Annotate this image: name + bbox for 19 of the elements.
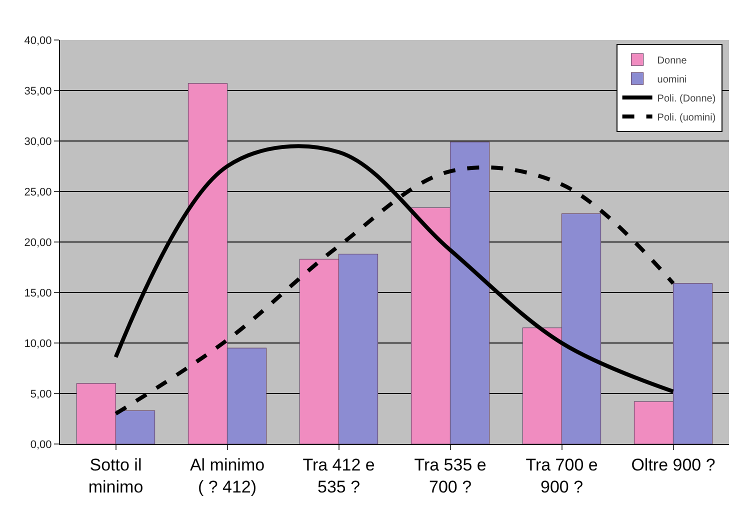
y-tick-label: 30,00: [24, 136, 52, 148]
legend-label: Poli. (uomini): [657, 112, 716, 124]
x-tick-label: Al minimo ( ? 412): [190, 455, 265, 496]
y-tick-label: 35,00: [24, 85, 52, 98]
legend-label: Poli. (Donne): [657, 93, 716, 104]
y-tick-label: 40,00: [24, 34, 52, 47]
x-tick-label: Oltre 900 ?: [631, 455, 716, 474]
y-tick-label: 15,00: [24, 287, 52, 300]
y-tick-label: 20,00: [24, 236, 52, 249]
x-tick-label: Sotto il minimo: [88, 455, 144, 496]
x-tick-label: Tra 700 e 900 ?: [526, 455, 598, 496]
y-tick-label: 10,00: [24, 338, 52, 350]
x-tick-label: Tra 535 e 700 ?: [414, 455, 486, 496]
legend-label: Donne: [657, 55, 688, 66]
x-tick-label: Tra 412 e 535 ?: [302, 455, 375, 496]
y-tick-label: 0,00: [30, 438, 52, 451]
legend-label: uomini: [657, 74, 687, 86]
y-tick-label: 5,00: [30, 388, 52, 400]
y-tick-label: 25,00: [24, 186, 52, 198]
